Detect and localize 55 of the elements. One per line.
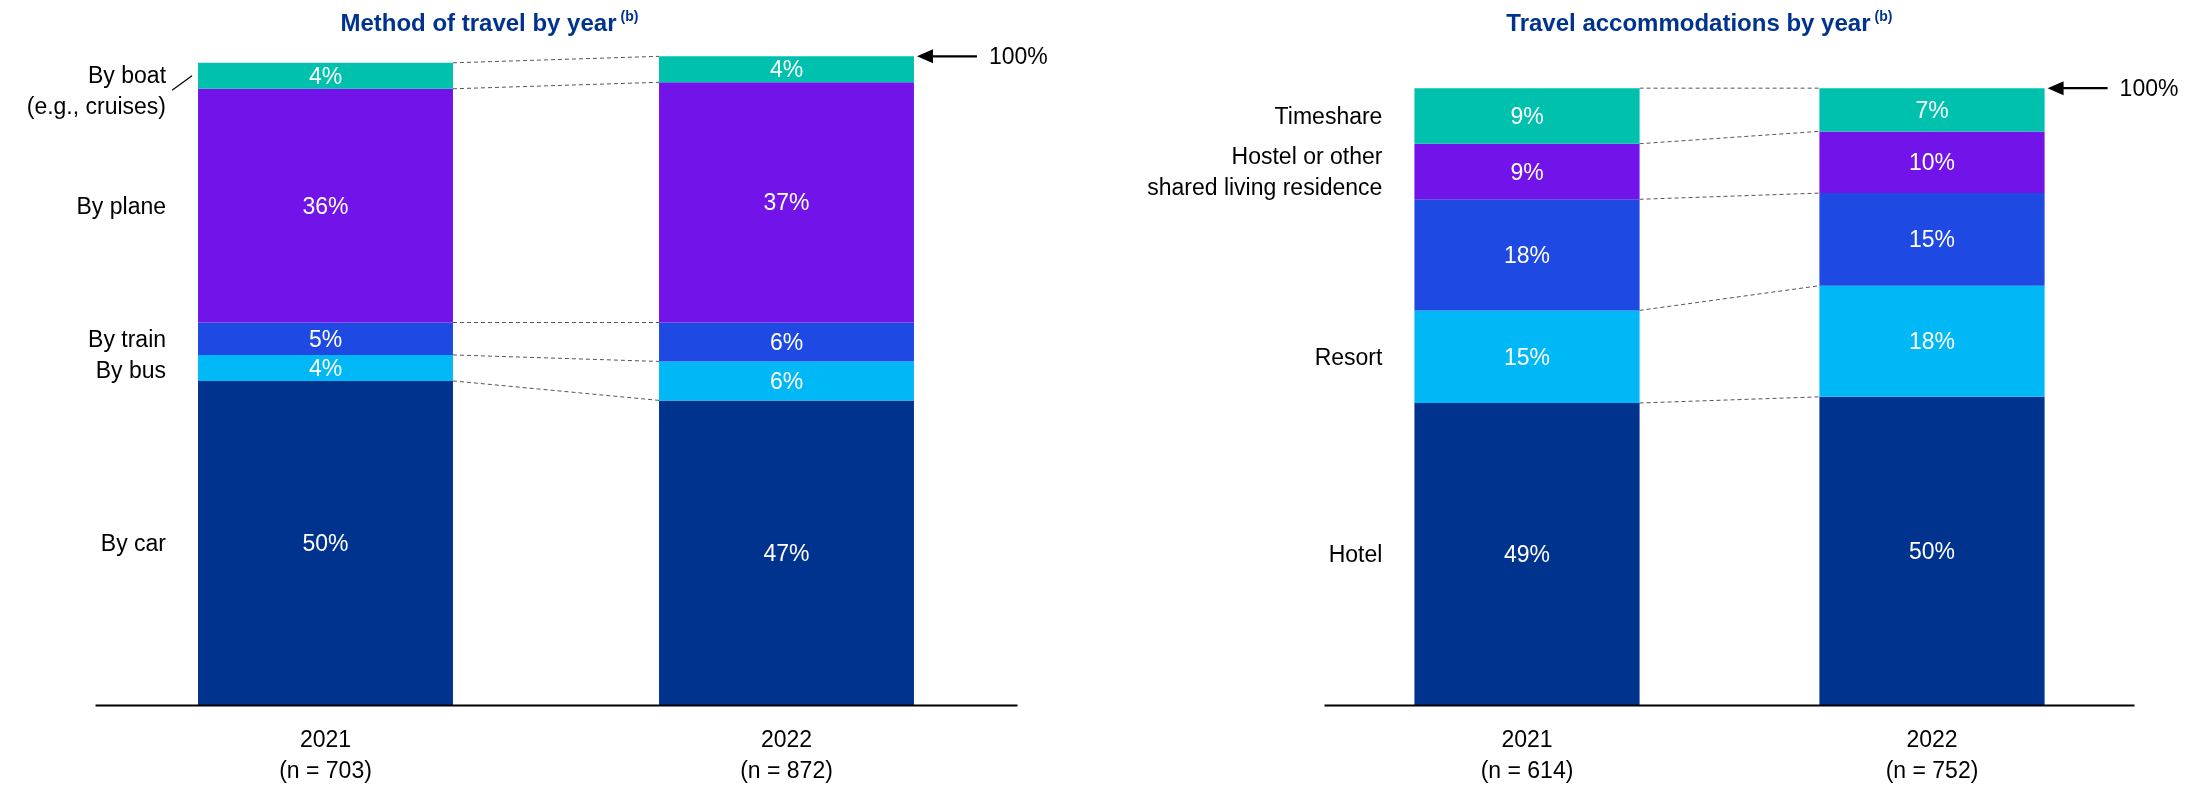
bar bbox=[198, 62, 453, 89]
bar bbox=[1414, 403, 1640, 706]
bar bbox=[198, 354, 453, 381]
data-label: 4% bbox=[308, 354, 343, 381]
bar bbox=[198, 322, 453, 355]
series-label: By boat (e.g., cruises) bbox=[26, 61, 167, 119]
bar bbox=[1414, 310, 1640, 403]
data-label: 7% bbox=[1915, 96, 1949, 123]
bar bbox=[659, 322, 914, 362]
bar bbox=[1819, 131, 2045, 194]
data-label: 36% bbox=[302, 192, 349, 219]
series-label: By train bbox=[88, 325, 167, 352]
data-label: 47% bbox=[763, 539, 810, 566]
data-label: 9% bbox=[1510, 158, 1544, 185]
x-tick-label: 2021 (n = 703) bbox=[279, 725, 372, 783]
bar bbox=[1819, 396, 2045, 706]
data-label: 6% bbox=[769, 328, 804, 355]
x-tick-label: 2022 (n = 752) bbox=[1885, 725, 1979, 783]
data-label: 6% bbox=[769, 367, 804, 394]
data-label: 9% bbox=[1510, 102, 1544, 129]
series-label: By bus bbox=[95, 357, 167, 384]
x-tick-label: 2021 (n = 614) bbox=[1480, 725, 1574, 783]
data-label: 4% bbox=[308, 62, 343, 89]
series-label: Timeshare bbox=[1274, 102, 1383, 129]
bar bbox=[1414, 143, 1640, 200]
series-label: By car bbox=[100, 530, 167, 557]
annotation: 100% bbox=[2119, 75, 2179, 102]
data-label: 50% bbox=[302, 530, 349, 557]
data-label: 18% bbox=[1908, 328, 1956, 355]
bar bbox=[1819, 88, 2045, 132]
series-label: Hotel bbox=[1328, 541, 1383, 568]
bar bbox=[1414, 199, 1640, 311]
x-tick-label: 2022 (n = 872) bbox=[740, 725, 833, 783]
series-label: By plane bbox=[76, 192, 167, 219]
data-label: 4% bbox=[769, 56, 804, 83]
bar bbox=[198, 380, 453, 706]
annotation: 100% bbox=[988, 43, 1048, 70]
data-label: 18% bbox=[1503, 241, 1551, 268]
bar bbox=[659, 361, 914, 401]
bar bbox=[1819, 285, 2045, 397]
data-label: 49% bbox=[1503, 541, 1551, 568]
data-label: 15% bbox=[1503, 343, 1551, 370]
data-label: 10% bbox=[1908, 149, 1956, 176]
data-label: 5% bbox=[308, 325, 343, 352]
bar bbox=[659, 56, 914, 83]
data-label: 50% bbox=[1908, 538, 1956, 565]
series-label: Resort bbox=[1314, 343, 1384, 370]
bar bbox=[1819, 193, 2045, 286]
bar bbox=[1414, 88, 1640, 144]
bar bbox=[659, 400, 914, 706]
bar bbox=[198, 88, 453, 323]
data-label: 37% bbox=[763, 189, 810, 216]
data-label: 15% bbox=[1908, 226, 1956, 253]
series-label: Hostel or other shared living residence bbox=[1147, 142, 1383, 201]
bar bbox=[659, 82, 914, 323]
